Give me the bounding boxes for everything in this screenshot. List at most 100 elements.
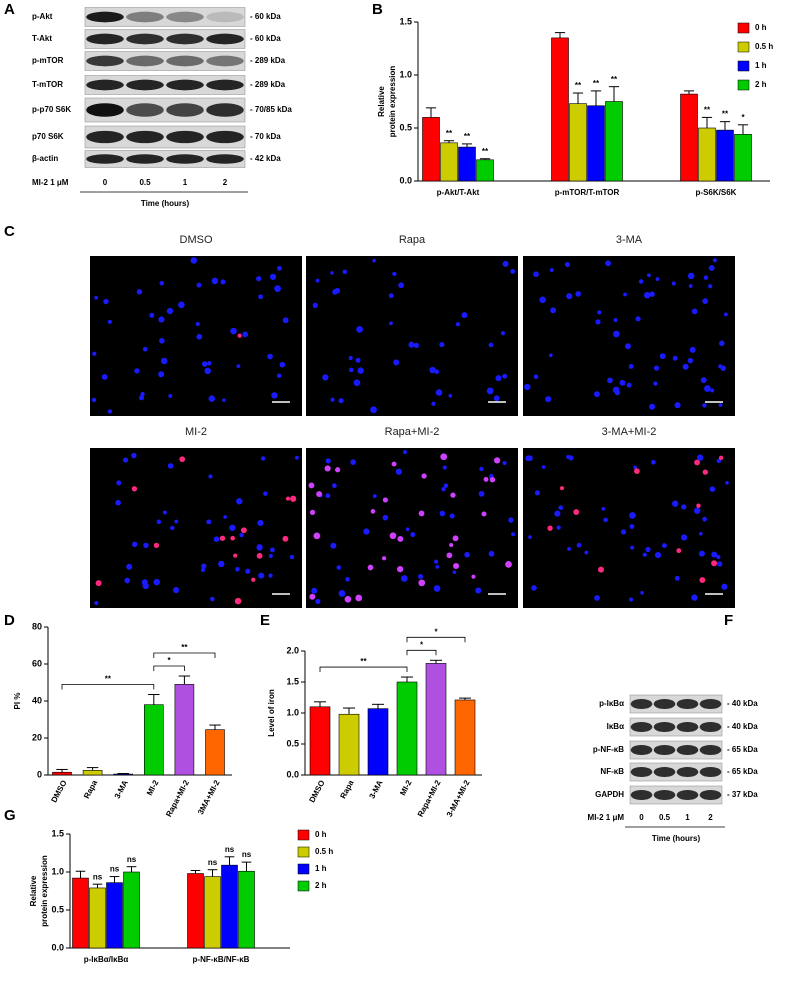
- nucleus: [597, 310, 602, 315]
- pi-positive-cell: [131, 486, 138, 492]
- nucleus: [431, 401, 436, 406]
- nucleus: [533, 271, 539, 278]
- significance-label: **: [464, 132, 471, 141]
- nucleus: [325, 458, 331, 464]
- nucleus: [461, 312, 468, 319]
- nucleus: [620, 529, 627, 535]
- nucleus: [441, 486, 446, 492]
- nucleus: [500, 331, 506, 336]
- significance-bracket: [153, 665, 185, 672]
- micrograph-title: Rapa+MI-2: [385, 426, 440, 438]
- nucleus: [268, 573, 273, 578]
- x-tick-label: p-Akt/T-Akt: [437, 188, 480, 197]
- nucleus: [101, 374, 108, 380]
- y-tick-label: 0.0: [51, 942, 64, 952]
- blot-row-label: p-IκBα: [599, 699, 624, 708]
- pi-positive-cell: [418, 579, 426, 587]
- nucleus: [350, 459, 356, 465]
- blot-band: [206, 154, 244, 164]
- blot-band: [166, 103, 204, 117]
- pi-positive-cell: [285, 496, 291, 501]
- y-axis-label: Relative: [377, 86, 386, 117]
- nucleus: [393, 359, 400, 366]
- legend-swatch: [737, 41, 750, 53]
- nucleus: [607, 377, 613, 384]
- blot-size-label: - 70 kDa: [250, 132, 281, 141]
- blot-size-label: - 289 kDa: [250, 56, 286, 65]
- nucleus: [242, 331, 249, 338]
- nucleus: [493, 395, 500, 402]
- nucleus: [502, 373, 508, 379]
- blot-band: [166, 11, 204, 23]
- nucleus: [464, 551, 470, 558]
- nucleus: [478, 490, 485, 497]
- nucleus: [567, 546, 572, 551]
- nucleus: [723, 312, 728, 317]
- nucleus: [508, 517, 514, 523]
- y-axis-label: protein expression: [388, 66, 397, 138]
- nucleus: [511, 532, 516, 537]
- nucleus: [156, 519, 162, 525]
- pi-positive-cell: [702, 469, 709, 475]
- y-tick-label: 0.5: [286, 738, 299, 748]
- nucleus: [230, 327, 237, 335]
- bar: [425, 663, 447, 776]
- significance-label: **: [593, 79, 600, 88]
- nucleus: [311, 587, 318, 594]
- nucleus: [649, 291, 655, 297]
- bar: [569, 103, 587, 182]
- legend-swatch: [737, 22, 750, 34]
- nucleus: [549, 353, 553, 358]
- blot-strip: [84, 125, 246, 149]
- nucleus: [702, 403, 707, 408]
- nucleus: [91, 397, 97, 403]
- blot-size-label: - 65 kDa: [727, 745, 758, 754]
- blot-band: [166, 79, 204, 91]
- blot-band: [653, 744, 676, 756]
- pi-positive-cell: [237, 333, 242, 338]
- pi-positive-cell: [316, 491, 323, 498]
- bar: [458, 146, 476, 182]
- treatment-label: MI-2 1 μM: [32, 178, 69, 187]
- nucleus: [545, 396, 552, 403]
- nucleus: [158, 316, 165, 323]
- nucleus: [201, 563, 207, 569]
- nucleus: [279, 361, 286, 368]
- x-tick-label: p-NF-κB/NF-κB: [193, 955, 250, 964]
- pi-positive-cell: [308, 482, 315, 489]
- bar: [82, 770, 103, 776]
- bar: [221, 864, 238, 949]
- nucleus: [276, 373, 282, 378]
- nucleus: [593, 391, 600, 398]
- treatment-label: MI-2 1 μM: [588, 813, 625, 822]
- nucleus: [338, 398, 344, 404]
- blot-band: [699, 721, 722, 733]
- bar: [204, 876, 221, 949]
- y-tick-label: 1.5: [286, 676, 299, 686]
- nucleus: [208, 474, 213, 479]
- nucleus: [123, 457, 129, 463]
- blot-band: [206, 130, 244, 144]
- nucleus: [336, 565, 342, 570]
- pi-positive-cell: [309, 593, 316, 600]
- nucleus: [213, 536, 220, 543]
- x-tick-label: Rapa: [338, 778, 355, 800]
- blot-band: [699, 698, 722, 710]
- nucleus: [220, 279, 226, 285]
- significance-label: ns: [242, 850, 252, 859]
- nucleus: [392, 271, 397, 277]
- nucleus: [642, 552, 647, 557]
- nucleus: [614, 389, 621, 396]
- nucleus: [355, 357, 361, 363]
- nucleus: [672, 500, 679, 507]
- pi-positive-cell: [634, 468, 640, 475]
- nucleus: [531, 585, 537, 591]
- blot-size-label: - 60 kDa: [250, 12, 281, 21]
- nucleus: [356, 325, 364, 333]
- legend-swatch: [297, 829, 310, 841]
- nucleus: [269, 273, 277, 280]
- blot-row-label: p-mTOR: [32, 56, 64, 65]
- blot-band: [653, 766, 676, 778]
- nucleus: [449, 513, 455, 519]
- pi-positive-cell: [290, 495, 297, 502]
